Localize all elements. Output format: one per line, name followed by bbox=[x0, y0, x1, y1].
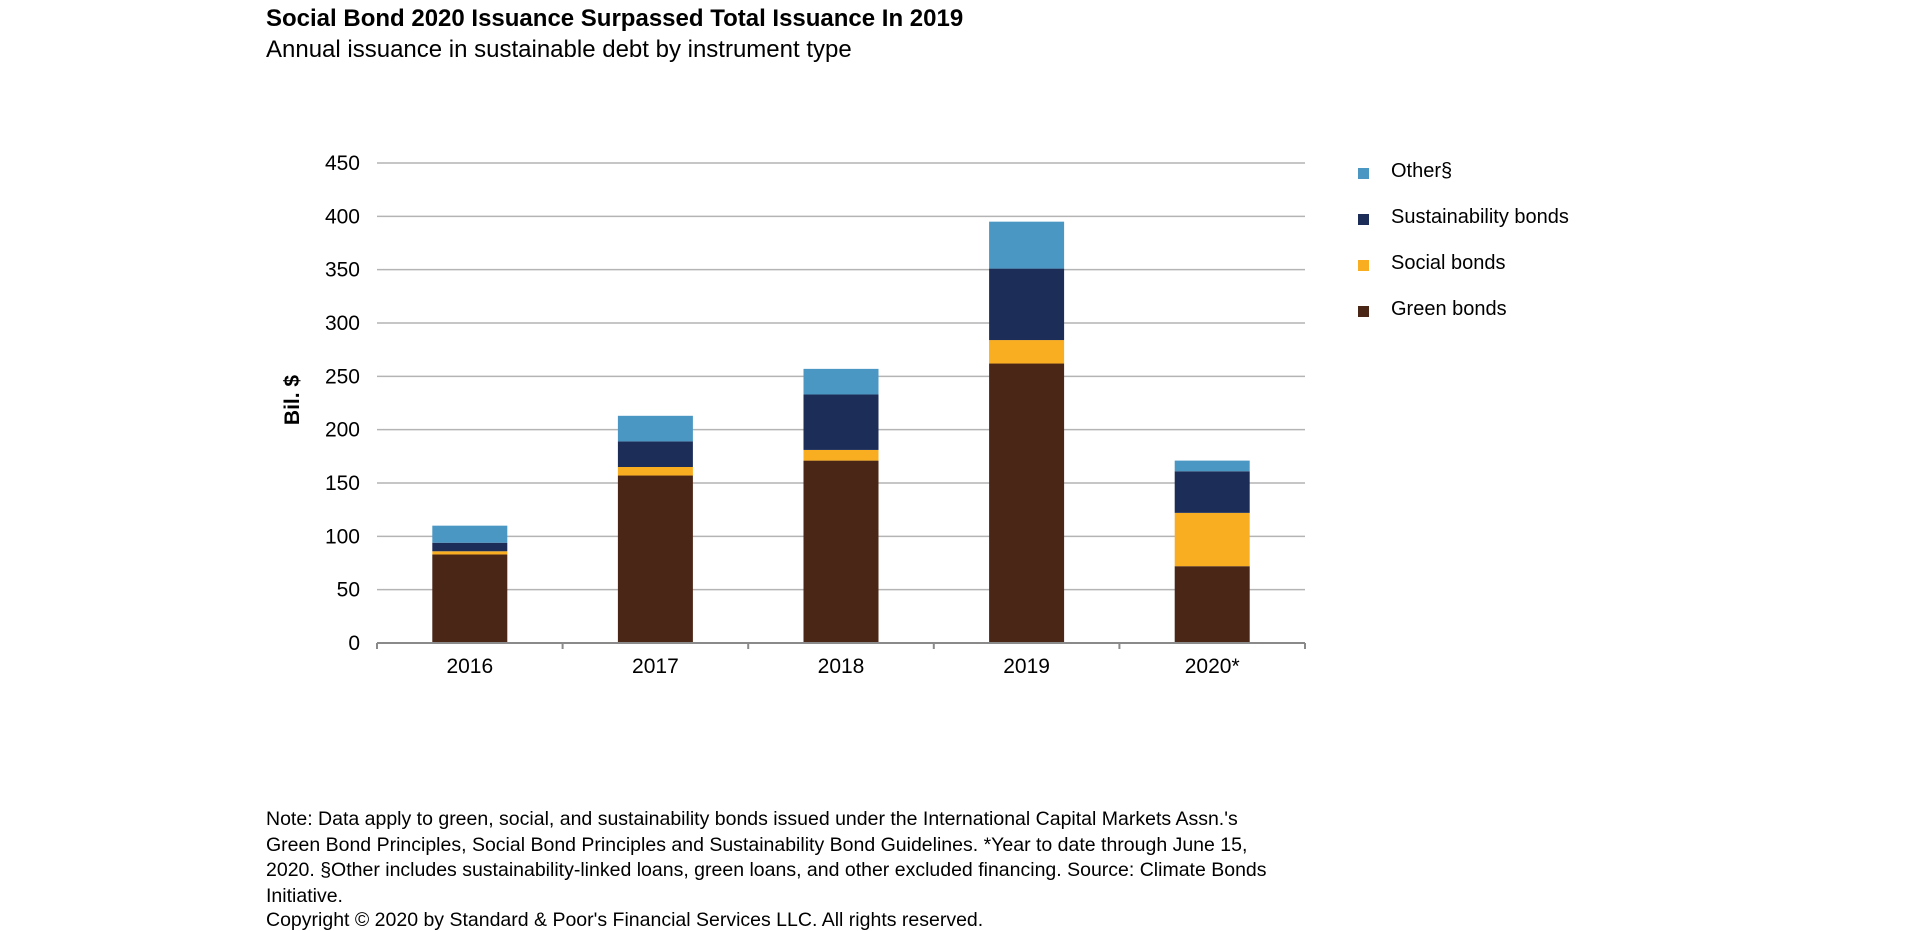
y-tick-label: 0 bbox=[348, 632, 360, 655]
bar-segment-social-bonds bbox=[432, 551, 508, 555]
y-tick-label: 100 bbox=[325, 525, 360, 548]
copyright-notice: Copyright © 2020 by Standard & Poor's Fi… bbox=[266, 909, 984, 931]
y-tick-label: 300 bbox=[325, 312, 360, 335]
bar-segment-sustainability-bonds bbox=[989, 268, 1065, 341]
y-tick-label: 350 bbox=[325, 259, 360, 282]
y-tick-label: 50 bbox=[337, 579, 360, 602]
y-tick-label: 250 bbox=[325, 365, 360, 388]
bar-segment-social-bonds bbox=[803, 449, 879, 461]
legend-label: Social bonds bbox=[1391, 252, 1506, 274]
bar-segment-other bbox=[432, 525, 508, 543]
bar-segment-other bbox=[617, 415, 693, 442]
legend-label: Sustainability bonds bbox=[1391, 206, 1569, 228]
bar-segment-social-bonds bbox=[617, 467, 693, 476]
bar-segment-other bbox=[989, 221, 1065, 269]
legend-swatch bbox=[1358, 260, 1369, 271]
bar-segment-green-bonds bbox=[803, 460, 879, 643]
bar-segment-green-bonds bbox=[989, 363, 1065, 643]
bar-segment-other bbox=[1174, 460, 1250, 472]
bar-segment-green-bonds bbox=[1174, 566, 1250, 643]
legend-swatch bbox=[1358, 306, 1369, 317]
bar-segment-green-bonds bbox=[617, 475, 693, 643]
x-tick-label: 2019 bbox=[1003, 655, 1050, 678]
x-tick-label: 2016 bbox=[446, 655, 493, 678]
bar-segment-green-bonds bbox=[432, 554, 508, 643]
x-tick-label: 2018 bbox=[818, 655, 865, 678]
bar-segment-social-bonds bbox=[1174, 512, 1250, 567]
chart-title: Social Bond 2020 Issuance Surpassed Tota… bbox=[266, 5, 964, 32]
bar-segment-sustainability-bonds bbox=[1174, 471, 1250, 513]
x-tick-label: 2020* bbox=[1185, 655, 1240, 678]
legend-label: Other§ bbox=[1391, 160, 1453, 182]
legend-label: Green bonds bbox=[1391, 298, 1507, 320]
bar-segment-social-bonds bbox=[989, 340, 1065, 364]
y-axis-label: Bil. $ bbox=[281, 375, 304, 426]
legend-swatch bbox=[1358, 214, 1369, 225]
chart-note: Note: Data apply to green, social, and s… bbox=[266, 808, 1267, 907]
bar-segment-sustainability-bonds bbox=[803, 394, 879, 450]
y-tick-label: 450 bbox=[325, 152, 360, 175]
chart-subtitle: Annual issuance in sustainable debt by i… bbox=[266, 36, 852, 63]
bar-segment-sustainability-bonds bbox=[617, 441, 693, 467]
x-tick-label: 2017 bbox=[632, 655, 679, 678]
y-tick-label: 200 bbox=[325, 419, 360, 442]
y-tick-label: 150 bbox=[325, 472, 360, 495]
bar-segment-sustainability-bonds bbox=[432, 542, 508, 552]
bar-segment-other bbox=[803, 368, 879, 395]
y-tick-label: 400 bbox=[325, 205, 360, 228]
legend-swatch bbox=[1358, 168, 1369, 179]
